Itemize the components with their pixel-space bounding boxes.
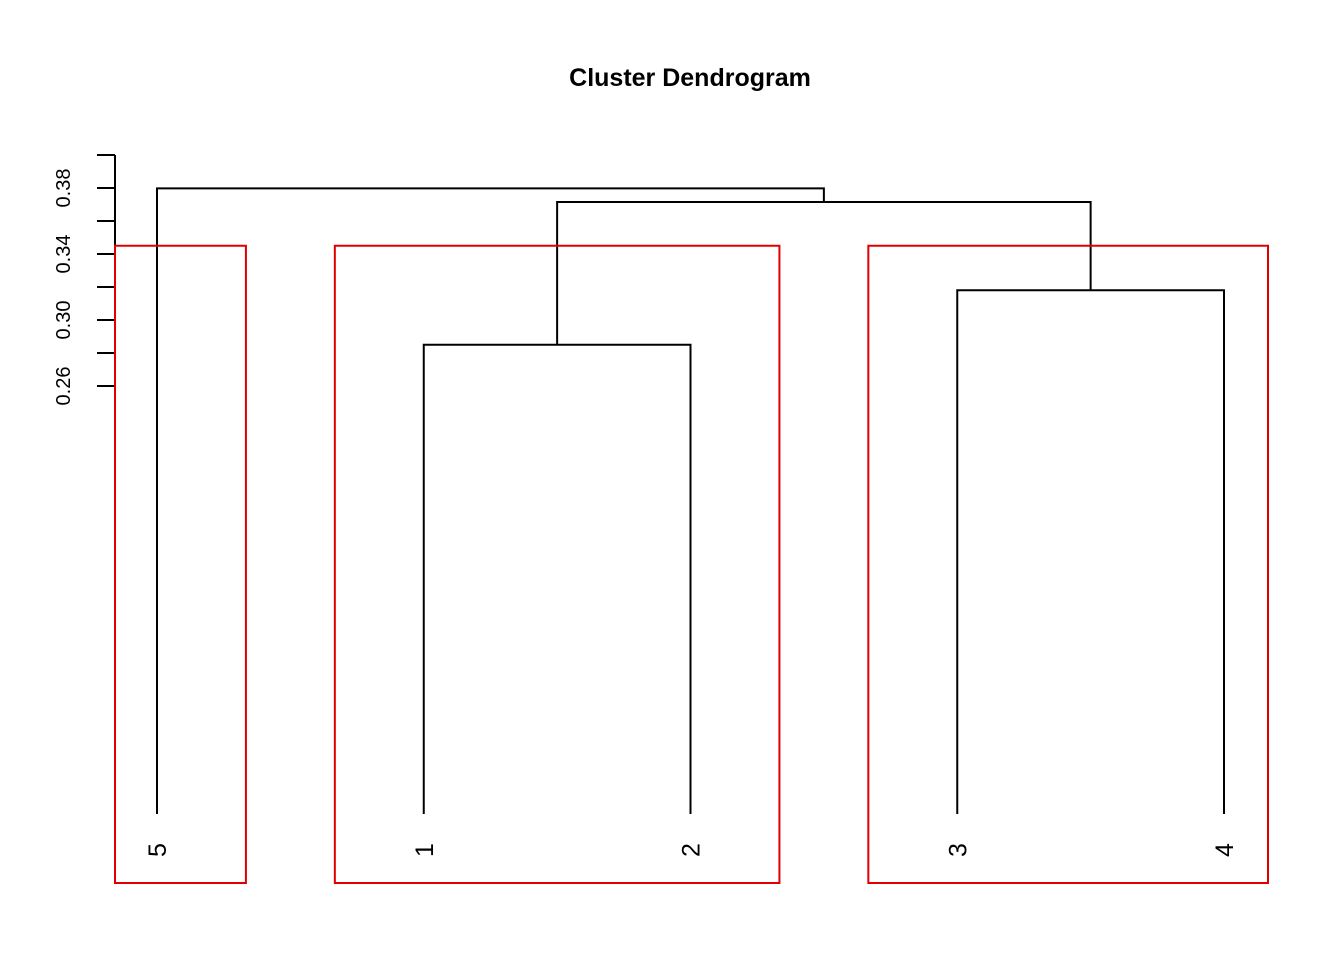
y-tick-label: 0.38 bbox=[53, 169, 75, 208]
y-tick-label: 0.26 bbox=[53, 367, 75, 406]
leaf-label: 3 bbox=[944, 843, 972, 857]
cluster-cut-boxes bbox=[114, 244, 1269, 884]
chart-title: Cluster Dendrogram bbox=[569, 64, 811, 92]
dendrogram-link bbox=[556, 201, 1092, 345]
dendrogram-link bbox=[956, 289, 1225, 814]
leaf-label: 4 bbox=[1211, 843, 1239, 857]
y-tick-label: 0.34 bbox=[53, 235, 75, 274]
dendrogram-link bbox=[156, 187, 825, 814]
leaf-label: 1 bbox=[411, 843, 439, 857]
leaf-labels: 5 1 2 3 4 bbox=[144, 843, 1239, 857]
cluster-cut-box bbox=[114, 244, 247, 884]
y-axis: 0.26 0.30 0.34 0.38 bbox=[53, 154, 116, 406]
leaf-label: 5 bbox=[144, 843, 172, 857]
cluster-cut-box bbox=[333, 244, 781, 884]
dendrogram-branches bbox=[156, 187, 1225, 814]
cluster-cut-box bbox=[867, 244, 1269, 884]
dendrogram-link bbox=[422, 343, 692, 814]
y-tick-label: 0.30 bbox=[53, 301, 75, 340]
leaf-label: 2 bbox=[678, 843, 706, 857]
